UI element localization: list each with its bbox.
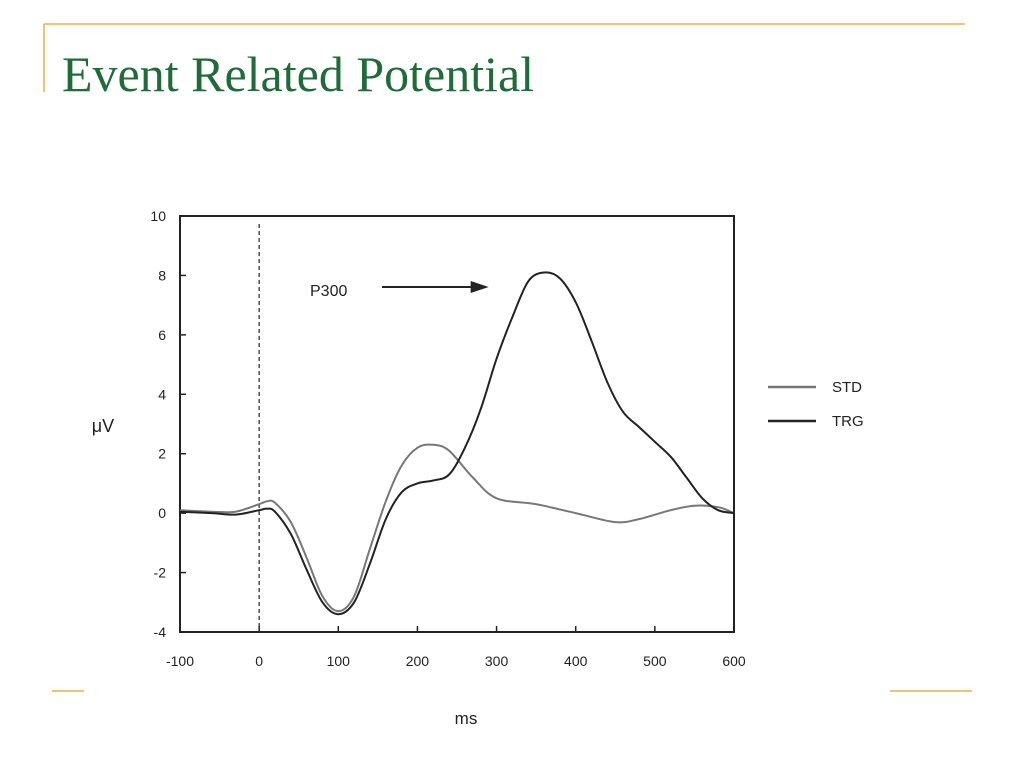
y-tick-label: -4 (154, 624, 167, 640)
x-axis-label: ms (455, 709, 478, 728)
y-tick-label: 6 (158, 327, 166, 343)
series-line-trg (179, 271, 735, 616)
y-tick-label: 0 (158, 505, 166, 521)
y-tick-label: -2 (154, 565, 167, 581)
p300-arrow-head (470, 281, 489, 293)
legend-label-std: STD (832, 379, 862, 396)
y-axis-label: μV (92, 416, 114, 436)
chart-axes: -4 -2 0 2 4 6 8 10 -100 0 100 200 300 400 500 600 (150, 208, 745, 669)
x-tick-label: 100 (327, 653, 351, 669)
x-tick-label: -100 (166, 653, 194, 669)
p300-annotation-label: P300 (310, 283, 347, 300)
series-line-std (179, 443, 735, 613)
x-tick-label: 0 (255, 653, 263, 669)
slide-title: Event Related Potential (62, 46, 535, 102)
x-tick-label: 500 (643, 653, 667, 669)
y-tick-label: 2 (158, 446, 166, 462)
x-tick-label: 300 (485, 653, 509, 669)
plot-frame (179, 215, 735, 633)
y-tick-label: 4 (158, 386, 166, 402)
chart-legend: STD TRG (768, 379, 864, 430)
chart-annotations: P300 (310, 281, 489, 300)
x-tick-label: 400 (564, 653, 588, 669)
y-tick-label: 10 (150, 208, 166, 224)
x-tick-label: 200 (406, 653, 430, 669)
x-tick-label: 600 (722, 653, 746, 669)
chart-series (179, 271, 735, 616)
y-tick-label: 8 (158, 267, 166, 283)
legend-label-trg: TRG (832, 413, 864, 430)
